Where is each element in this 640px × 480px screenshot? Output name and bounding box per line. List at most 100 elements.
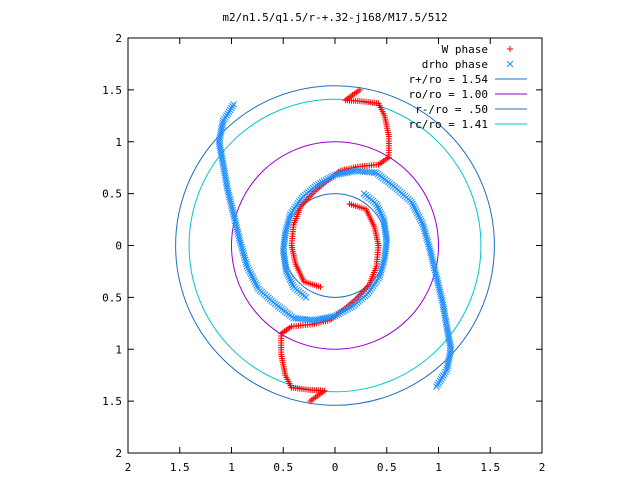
data-point-cross: [339, 308, 346, 316]
data-point-cross: [435, 284, 443, 291]
data-point-cross: [378, 212, 386, 220]
legend-label: r+/ro = 1.54: [409, 73, 489, 86]
y-tick-label: 1: [115, 136, 122, 149]
data-point-cross: [425, 243, 433, 250]
data-point-cross: [378, 264, 386, 272]
data-point-cross: [331, 171, 339, 179]
data-point-cross: [283, 223, 291, 231]
data-point-cross: [239, 247, 247, 255]
data-point-cross: [228, 204, 236, 212]
data-point-cross: [238, 243, 245, 251]
data-point-cross: [247, 270, 255, 278]
legend-label: W phase: [442, 43, 488, 56]
legend-label: rc/ro = 1.41: [409, 118, 488, 131]
data-point-cross: [238, 245, 246, 253]
data-point-cross: [423, 236, 431, 244]
data-point-cross: [434, 277, 441, 285]
data-point-cross: [232, 219, 239, 227]
data-point-cross: [285, 273, 293, 281]
data-point-cross: [240, 249, 247, 257]
data-point-cross: [244, 264, 252, 272]
reference-circle: [231, 141, 439, 350]
data-point-cross: [342, 306, 350, 314]
data-point-cross: [240, 252, 248, 259]
data-point-cross: [230, 213, 238, 220]
reference-circle: [188, 98, 482, 393]
data-point-cross: [246, 268, 254, 276]
data-point-cross: [413, 209, 421, 217]
data-point-cross: [235, 234, 243, 242]
x-tick-label: 1.5: [480, 461, 500, 474]
y-tick-label: 2: [115, 32, 122, 45]
y-tick-label: 1.5: [102, 84, 122, 97]
data-point-cross: [422, 232, 430, 239]
data-point-cross: [380, 258, 387, 266]
chart-title: m2/n1.5/q1.5/r-+.32-j168/M17.5/512: [222, 11, 447, 24]
data-point-cross: [431, 266, 439, 274]
data-point-cross: [284, 219, 292, 227]
data-point-cross: [431, 264, 438, 272]
data-point-cross: [438, 294, 445, 302]
x-tick-label: 0.5: [273, 461, 293, 474]
data-point-cross: [335, 310, 343, 318]
data-point-cross: [333, 171, 341, 178]
data-point-cross: [428, 253, 436, 261]
data-point-cross: [416, 215, 424, 223]
data-point-cross: [227, 200, 235, 207]
data-point-cross: [426, 247, 434, 255]
data-point-cross: [288, 279, 296, 287]
data-point-cross: [425, 240, 432, 248]
x-tick-label: 1.5: [170, 461, 190, 474]
y-tick-label: 0: [115, 240, 122, 253]
legend-label: r-/ro = .50: [415, 103, 488, 116]
data-point-cross: [231, 217, 239, 225]
data-point-cross: [377, 210, 385, 218]
data-point-cross: [376, 271, 384, 278]
data-point-cross: [412, 206, 419, 213]
y-tick-label: 2: [115, 447, 122, 460]
data-point-cross: [331, 312, 339, 320]
data-point-cross: [251, 278, 258, 285]
data-point-cross: [427, 251, 435, 259]
data-point-cross: [377, 269, 385, 276]
data-point-cross: [224, 187, 232, 194]
data-point-cross: [428, 255, 436, 263]
data-point-cross: [337, 309, 344, 317]
data-point-cross: [379, 262, 386, 270]
data-point-cross: [250, 276, 258, 283]
data-point-cross: [420, 225, 428, 233]
data-point-cross: [326, 174, 333, 182]
data-point-cross: [314, 180, 322, 188]
data-point-cross: [432, 268, 439, 276]
data-point-cross: [412, 208, 420, 215]
data-point-cross: [286, 213, 294, 220]
data-point-cross: [327, 173, 335, 181]
data-point-cross: [434, 279, 442, 287]
data-point-cross: [427, 249, 435, 257]
data-point-cross: [226, 195, 234, 203]
data-point-cross: [375, 206, 383, 214]
data-point-cross: [437, 292, 445, 300]
data-point-cross: [233, 226, 241, 233]
data-point-cross: [249, 274, 257, 282]
data-point-cross: [380, 216, 387, 223]
data-point-cross: [346, 304, 354, 312]
data-point-cross: [241, 256, 249, 264]
data-point-cross: [420, 223, 427, 231]
data-point-cross: [253, 281, 260, 289]
data-point-cross: [227, 198, 234, 205]
x-tick-label: 1: [435, 461, 442, 474]
data-point-cross: [340, 307, 348, 315]
data-point-cross: [243, 262, 251, 270]
data-point-cross: [233, 223, 241, 231]
data-point-cross: [236, 236, 244, 244]
data-point-cross: [243, 260, 250, 268]
x-tick-label: 0.5: [377, 461, 397, 474]
data-point-cross: [229, 206, 236, 214]
data-point-cross: [433, 273, 440, 280]
data-point-cross: [432, 271, 440, 278]
data-point-cross: [360, 190, 368, 197]
data-point-cross: [379, 214, 387, 221]
data-point-cross: [426, 245, 433, 252]
